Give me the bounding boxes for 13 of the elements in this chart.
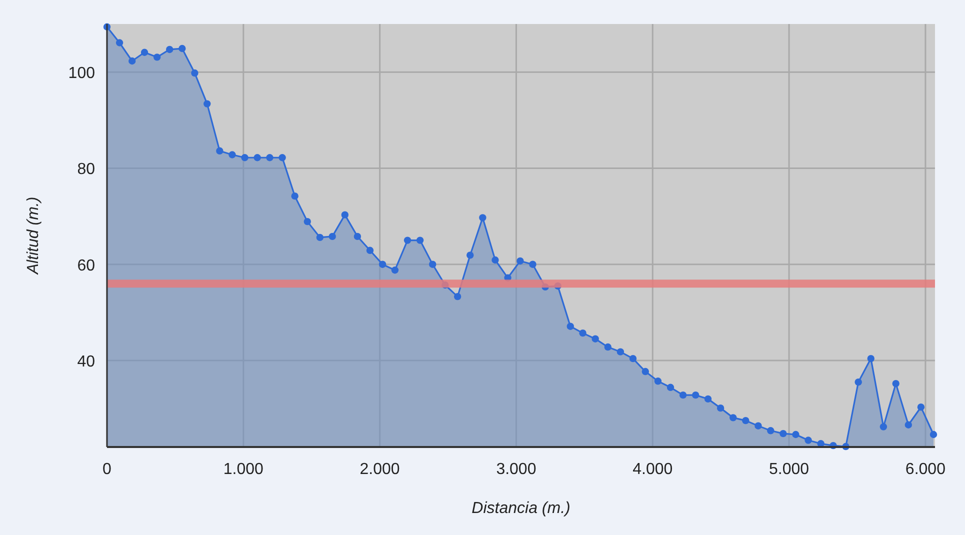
x-tick-label: 6.000 — [905, 461, 946, 478]
y-tick-label: 80 — [77, 161, 96, 178]
x-tick-label: 1.000 — [223, 461, 264, 478]
x-axis-title: Distancia (m.) — [472, 500, 570, 517]
y-tick-label: 40 — [77, 353, 96, 370]
x-tick-label: 3.000 — [496, 461, 536, 478]
y-tick-label: 100 — [68, 65, 96, 82]
x-tick-label: 0 — [102, 461, 112, 478]
x-tick-label: 5.000 — [769, 461, 810, 478]
y-axis-title: Altitud (m.) — [25, 196, 42, 276]
x-tick-label: 2.000 — [360, 461, 400, 478]
y-tick-label: 60 — [77, 257, 96, 274]
x-tick-label: 4.000 — [632, 461, 673, 478]
